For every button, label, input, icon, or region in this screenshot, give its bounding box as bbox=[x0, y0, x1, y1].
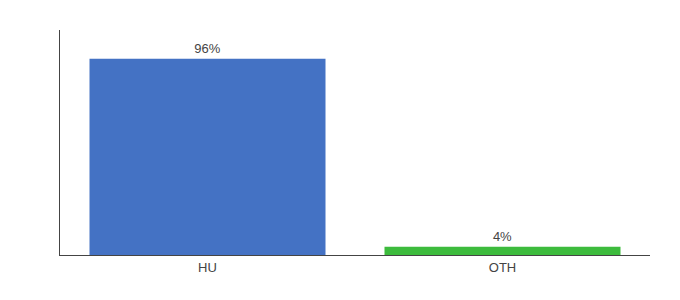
svg-text:4%: 4% bbox=[493, 229, 512, 244]
svg-text:OTH: OTH bbox=[489, 260, 516, 275]
svg-text:96%: 96% bbox=[194, 41, 220, 56]
svg-text:HU: HU bbox=[198, 260, 217, 275]
